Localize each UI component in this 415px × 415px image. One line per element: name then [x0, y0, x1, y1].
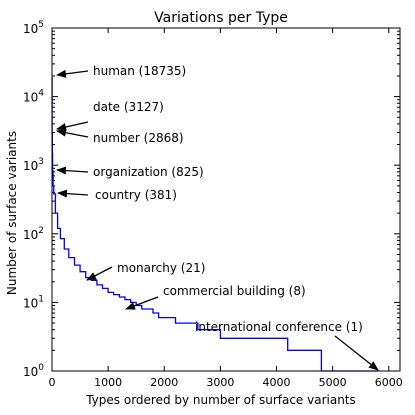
y-tick-label-exponent: 4	[38, 89, 44, 99]
x-tick-label: 1000	[94, 376, 122, 389]
annotation-label: human (18735)	[93, 64, 186, 78]
y-tick-label: 104	[23, 89, 44, 105]
annotation-label: number (2868)	[93, 131, 184, 145]
x-axis-label: Types ordered by number of surface varia…	[85, 393, 356, 407]
annotation-arrow	[56, 128, 89, 138]
x-tick-label: 4000	[263, 376, 291, 389]
y-tick-label: 100	[23, 363, 44, 379]
annotation-label: monarchy (21)	[117, 261, 205, 275]
y-tick-label-base: 10	[23, 365, 38, 379]
y-tick-label-base: 10	[23, 228, 38, 242]
annotation-label: organization (825)	[93, 165, 204, 179]
x-tick-label: 5000	[319, 376, 347, 389]
y-tick-label-exponent: 5	[38, 20, 44, 30]
y-tick-label-exponent: 3	[38, 157, 44, 167]
y-tick-label-base: 10	[23, 91, 38, 105]
annotation-arrow	[56, 121, 89, 131]
x-tick-label: 2000	[150, 376, 178, 389]
y-tick-label-exponent: 0	[38, 363, 44, 373]
annotation-group: human (18735) date (3127) number (2868) org…	[56, 64, 379, 371]
y-tick-label: 101	[23, 294, 44, 310]
y-tick-label-base: 10	[23, 296, 38, 310]
x-tick-label: 3000	[206, 376, 234, 389]
y-tick-label: 105	[23, 20, 44, 36]
y-tick-label: 103	[23, 157, 44, 173]
y-axis-label: Number of surface variants	[5, 131, 19, 295]
plot-frame	[51, 27, 401, 372]
annotation-arrow	[57, 189, 89, 198]
y-tick-label-base: 10	[23, 159, 38, 173]
annotation-arrow	[56, 166, 89, 175]
series-group	[51, 77, 378, 372]
annotation-arrow	[56, 69, 89, 78]
annotation-arrow	[334, 335, 379, 371]
annotation-arrow	[86, 266, 113, 281]
annotation-label: commercial building (8)	[163, 284, 306, 298]
y-tick-label-base: 10	[23, 22, 38, 36]
x-tick-label: 0	[49, 376, 56, 389]
annotation-label: international conference (1)	[195, 320, 363, 334]
annotation-label: date (3127)	[93, 100, 164, 114]
series-line	[51, 77, 378, 372]
x-tick-label: 6000	[375, 376, 403, 389]
annotation-arrow	[125, 296, 159, 310]
annotation-label: country (381)	[95, 188, 177, 202]
axis-ticks: 0 1000 2000 3000 4000 5000 6000100101102103104…	[23, 20, 403, 389]
y-tick-label: 102	[23, 226, 44, 242]
chart-title: Variations per Type	[154, 10, 288, 26]
y-tick-label-exponent: 2	[38, 226, 44, 236]
y-tick-label-exponent: 1	[38, 294, 44, 304]
